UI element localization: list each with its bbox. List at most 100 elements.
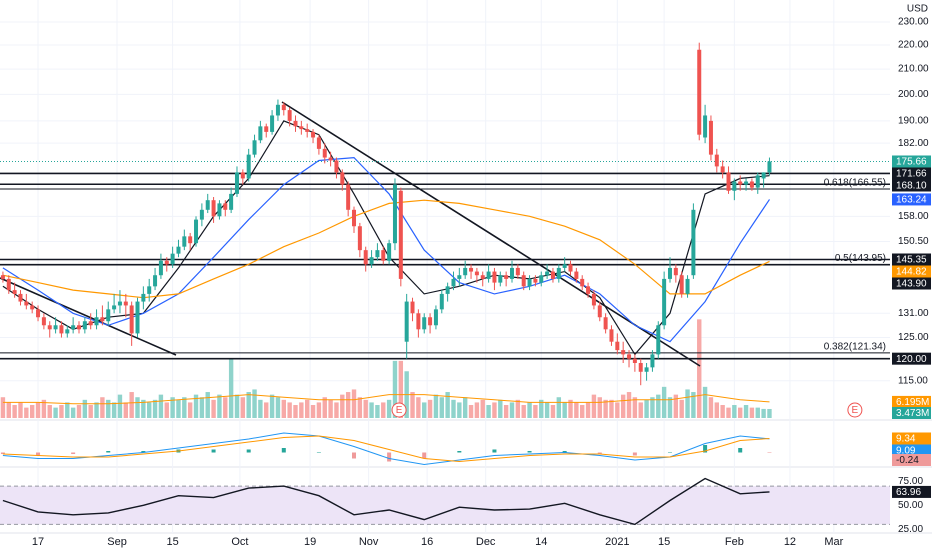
volume-bar	[615, 402, 620, 418]
volume-bar	[609, 399, 614, 418]
candle-body	[720, 166, 725, 173]
volume-bar	[0, 397, 6, 418]
price-label-box	[892, 265, 931, 278]
candle-body	[311, 131, 316, 138]
volume-bar	[498, 399, 503, 418]
candle-body	[24, 301, 29, 306]
volume-bar	[761, 408, 766, 418]
volume-bar	[117, 394, 123, 418]
fib-label: 0.382(121.34)	[824, 342, 886, 353]
candle-body	[316, 137, 321, 149]
candle-body	[223, 203, 228, 210]
macd-hist-bar	[738, 448, 743, 453]
candle-body	[603, 317, 608, 330]
volume-bar	[574, 402, 579, 418]
candle-body	[334, 160, 339, 173]
volume-bar	[767, 408, 772, 418]
rsi-line	[2, 477, 770, 526]
candle-body	[36, 309, 41, 318]
volume-bar	[661, 386, 667, 418]
volume-bar	[269, 394, 275, 418]
y-tick-label: 220.00	[898, 40, 929, 51]
signal-line	[2, 435, 770, 463]
macd-hist-bar	[281, 448, 286, 453]
y-tick-label: 210.00	[898, 64, 929, 75]
volume-bar	[141, 399, 146, 418]
volume-bar	[164, 402, 169, 418]
candle-body	[562, 264, 567, 268]
price-label-box	[892, 179, 931, 192]
candle-body	[82, 321, 87, 330]
candle-body	[445, 286, 450, 294]
candle-body	[486, 271, 491, 279]
volume-bar	[310, 405, 316, 418]
candle-body	[545, 271, 550, 276]
volume-bar	[357, 397, 363, 418]
volume-bar	[299, 402, 304, 418]
volume-bar	[708, 397, 714, 418]
volume-bar	[568, 399, 573, 418]
volume-bar	[749, 407, 755, 418]
macd-hist-bar	[36, 452, 41, 456]
candle-body	[170, 253, 175, 265]
earnings-marker	[391, 402, 407, 418]
candle-body	[363, 250, 368, 265]
volume-bar	[345, 392, 351, 418]
x-tick-label: 12	[784, 536, 796, 548]
candle-body	[714, 154, 719, 167]
candle-body	[94, 317, 99, 326]
candle-body	[504, 275, 509, 279]
volume-bar	[334, 402, 339, 418]
candle-body	[609, 329, 614, 342]
volume-bar	[65, 402, 70, 418]
volume-bar	[106, 399, 111, 418]
candle-body	[697, 49, 702, 135]
candle-body	[381, 250, 386, 261]
volume-bar	[521, 405, 526, 418]
volume-bar	[644, 399, 649, 418]
price-label-box	[892, 407, 931, 419]
x-tick-label: 15	[166, 536, 178, 548]
volume-bar	[322, 397, 327, 418]
volume-bar	[539, 399, 544, 418]
price-label: 144.82	[896, 267, 927, 278]
volume-bar	[217, 394, 222, 418]
macd-hist-bar	[767, 452, 772, 453]
candle-body	[352, 209, 357, 227]
y-tick-label: 182.00	[898, 138, 929, 149]
volume-bar	[176, 399, 181, 418]
candle-body	[398, 190, 403, 279]
candle-body	[498, 275, 503, 283]
volume-bar	[24, 407, 29, 418]
macd-hist-bar	[211, 449, 216, 453]
volume-bar	[445, 392, 450, 418]
x-tick-label: 19	[304, 536, 316, 548]
volume-bar	[70, 407, 76, 418]
x-tick-label: Mar	[824, 536, 843, 548]
candle-body	[305, 129, 310, 132]
volume-bar	[515, 399, 521, 418]
volume-bar	[170, 397, 175, 418]
volume-bar	[223, 397, 228, 418]
volume-bar	[398, 360, 404, 418]
candle-body	[656, 325, 661, 355]
volume-bar	[88, 405, 93, 418]
candle-body	[199, 209, 204, 220]
volume-bar	[328, 399, 333, 418]
x-tick-label: 15	[658, 536, 670, 548]
price-label: -0.24	[896, 455, 919, 466]
volume-bar	[732, 405, 737, 418]
candle-body	[650, 354, 655, 368]
candle-body	[340, 172, 345, 185]
volume-bar	[562, 402, 567, 418]
volume-bar	[462, 397, 468, 418]
candle-body	[428, 317, 433, 326]
candle-body	[117, 301, 122, 306]
volume-ma-line	[2, 394, 770, 405]
macd-line	[2, 432, 770, 466]
candle-body	[141, 293, 146, 302]
y-tick-label: 158.00	[898, 211, 929, 222]
fib-label: 0.618(166.55)	[824, 178, 886, 189]
candle-body	[164, 260, 169, 265]
candle-body	[76, 325, 81, 330]
